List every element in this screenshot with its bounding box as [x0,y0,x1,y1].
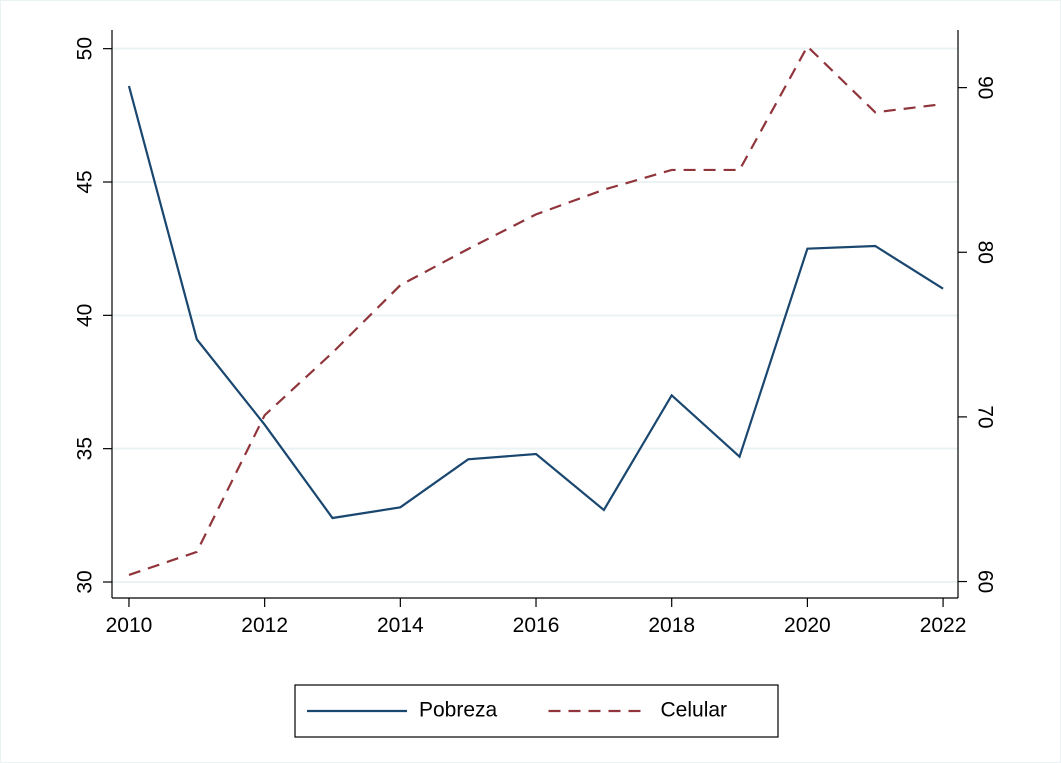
x-tick-label: 2010 [106,614,153,637]
y2-tick-label: 80 [973,241,996,264]
legend-label: Pobreza [419,699,498,722]
y2-tick-label: 90 [973,76,996,99]
x-tick-label: 2018 [648,614,695,637]
y-tick-label: 50 [74,37,97,60]
y-tick-label: 45 [74,170,97,193]
y-tick-label: 35 [74,437,97,460]
y2-tick-label: 60 [973,570,996,593]
x-tick-label: 2016 [513,614,560,637]
y-tick-label: 30 [74,570,97,593]
y2-tick-label: 70 [973,405,996,428]
legend-label: Celular [661,699,728,722]
x-tick-label: 2022 [920,614,967,637]
line-series [127,85,944,520]
line-series [128,44,944,576]
y-tick-label: 40 [74,304,97,327]
x-tick-label: 2014 [377,614,424,637]
x-tick-label: 2012 [241,614,288,637]
x-tick-label: 2020 [784,614,831,637]
